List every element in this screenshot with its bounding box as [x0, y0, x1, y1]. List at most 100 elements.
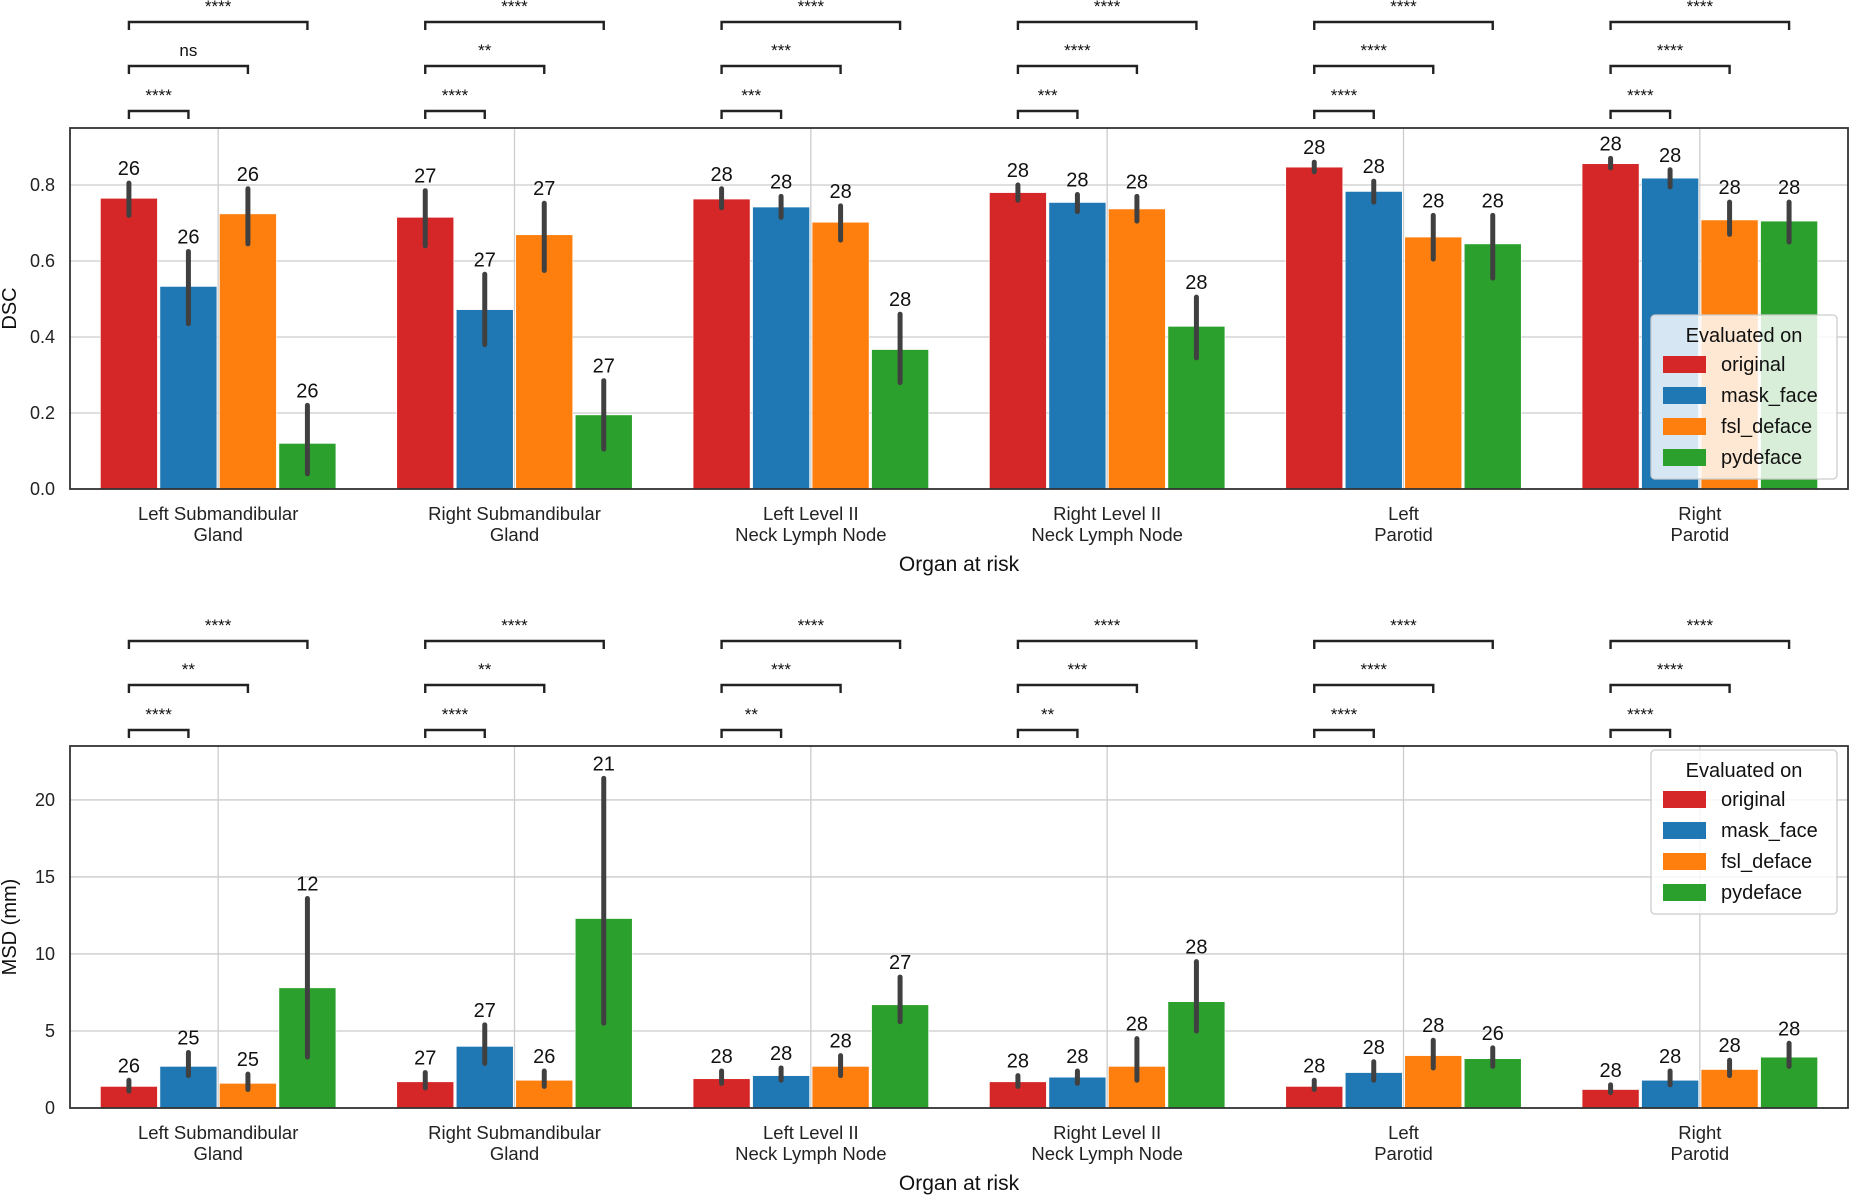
count-label: 28 [1659, 1046, 1681, 1068]
significance-label: **** [1331, 86, 1358, 105]
count-label: 28 [770, 171, 792, 193]
significance-label: ** [478, 41, 492, 60]
significance-label: **** [1361, 660, 1388, 679]
significance-bracket [424, 728, 486, 738]
x-tick-label: Left Level II Neck Lymph Node [735, 503, 887, 545]
bar-fsl_deface [1108, 208, 1166, 490]
significance-bracket [1313, 64, 1435, 74]
y-tick-label: 10 [35, 944, 55, 964]
significance-label: **** [1390, 616, 1417, 635]
legend-swatch-mask_face [1663, 822, 1706, 839]
significance-label: ** [745, 705, 759, 724]
legend-label: original [1721, 789, 1785, 811]
significance-label: **** [1064, 41, 1091, 60]
count-label: 28 [1185, 937, 1207, 959]
significance-bracket [1313, 109, 1375, 119]
significance-bracket [127, 683, 250, 693]
count-label: 28 [1422, 1015, 1444, 1037]
significance-label: **** [798, 616, 825, 635]
y-tick-label: 20 [35, 790, 55, 810]
significance-label: **** [1094, 0, 1121, 16]
significance-bracket [1016, 20, 1198, 30]
count-label: 28 [1422, 190, 1444, 212]
y-tick-label: 0.4 [30, 327, 55, 347]
significance-label: **** [1627, 86, 1654, 105]
count-label: 25 [237, 1049, 259, 1071]
count-label: 28 [1007, 1051, 1029, 1073]
significance-bracket [1313, 683, 1435, 693]
legend-swatch-mask_face [1663, 387, 1706, 404]
legend-title: Evaluated on [1686, 760, 1803, 782]
bar-mask_face [1344, 191, 1403, 490]
count-label: 28 [1303, 1055, 1325, 1077]
count-label: 27 [474, 249, 496, 271]
count-label: 26 [533, 1046, 555, 1068]
count-label: 28 [1363, 1037, 1385, 1059]
significance-label: **** [1361, 41, 1388, 60]
x-tick-label: Right Level II Neck Lymph Node [1031, 1122, 1183, 1164]
legend-label: fsl_deface [1721, 851, 1812, 873]
significance-label: *** [1038, 86, 1058, 105]
significance-label: **** [205, 616, 232, 635]
significance-bracket [1016, 639, 1198, 649]
bar-original [692, 198, 751, 490]
legend: Evaluated on original mask_face fsl_defacep… [1650, 749, 1838, 915]
significance-label: **** [501, 0, 528, 16]
legend-label: pydeface [1721, 882, 1802, 904]
significance-bracket [1609, 64, 1731, 74]
significance-label: **** [1331, 705, 1358, 724]
x-tick-label: Right Parotid [1671, 503, 1730, 545]
significance-bracket [424, 639, 605, 649]
y-axis-label: MSD (mm) [0, 879, 21, 976]
legend-swatch-fsl_deface [1663, 418, 1706, 435]
legend-swatch-fsl_deface [1663, 853, 1706, 870]
legend-label: pydeface [1721, 447, 1802, 469]
significance-bracket [720, 64, 842, 74]
count-label: 28 [1303, 137, 1325, 159]
significance-bracket [1609, 639, 1791, 649]
significance-bracket [127, 64, 250, 74]
x-axis-label: Organ at risk [899, 1172, 1020, 1195]
y-tick-label: 0.0 [30, 479, 55, 499]
bar-original [1285, 166, 1344, 490]
significance-bracket [720, 728, 783, 738]
count-label: 27 [414, 1048, 436, 1070]
significance-bracket [1313, 20, 1494, 30]
significance-bracket [127, 109, 190, 119]
y-axis-label: DSC [0, 287, 21, 329]
significance-label: **** [1094, 616, 1121, 635]
significance-bracket [127, 728, 190, 738]
significance-label: **** [1390, 0, 1417, 16]
count-label: 28 [1185, 272, 1207, 294]
significance-bracket [1016, 728, 1079, 738]
count-label: 26 [118, 158, 140, 180]
significance-bracket [1016, 109, 1079, 119]
significance-bracket [1313, 728, 1375, 738]
significance-label: *** [771, 41, 791, 60]
count-label: 27 [533, 178, 555, 200]
bar-fsl_deface [811, 221, 870, 490]
count-label: 26 [177, 227, 199, 249]
significance-bracket [720, 683, 842, 693]
significance-label: **** [442, 86, 469, 105]
bar-mask_face [752, 206, 810, 490]
significance-bracket [1609, 683, 1731, 693]
significance-bracket [424, 64, 546, 74]
count-label: 28 [770, 1043, 792, 1065]
x-tick-label: Left Parotid [1374, 503, 1433, 545]
count-label: 28 [829, 181, 851, 203]
bar-original [396, 217, 455, 490]
legend-label: mask_face [1721, 820, 1818, 842]
count-label: 28 [1659, 145, 1681, 167]
significance-bracket [720, 109, 783, 119]
x-tick-label: Left Submandibular Gland [138, 503, 298, 545]
chart-panel-dsc: 0.0 0.2 0.4 0.6 0.8 26 27 28 28 28 28 26 27 28 28 28 28 2… [0, 0, 1849, 576]
count-label: 12 [296, 874, 318, 896]
significance-bracket [127, 20, 309, 30]
count-label: 28 [1718, 177, 1740, 199]
y-tick-label: 0 [45, 1098, 55, 1118]
count-label: 28 [1007, 160, 1029, 182]
count-label: 21 [593, 753, 615, 775]
count-label: 28 [1066, 1046, 1088, 1068]
